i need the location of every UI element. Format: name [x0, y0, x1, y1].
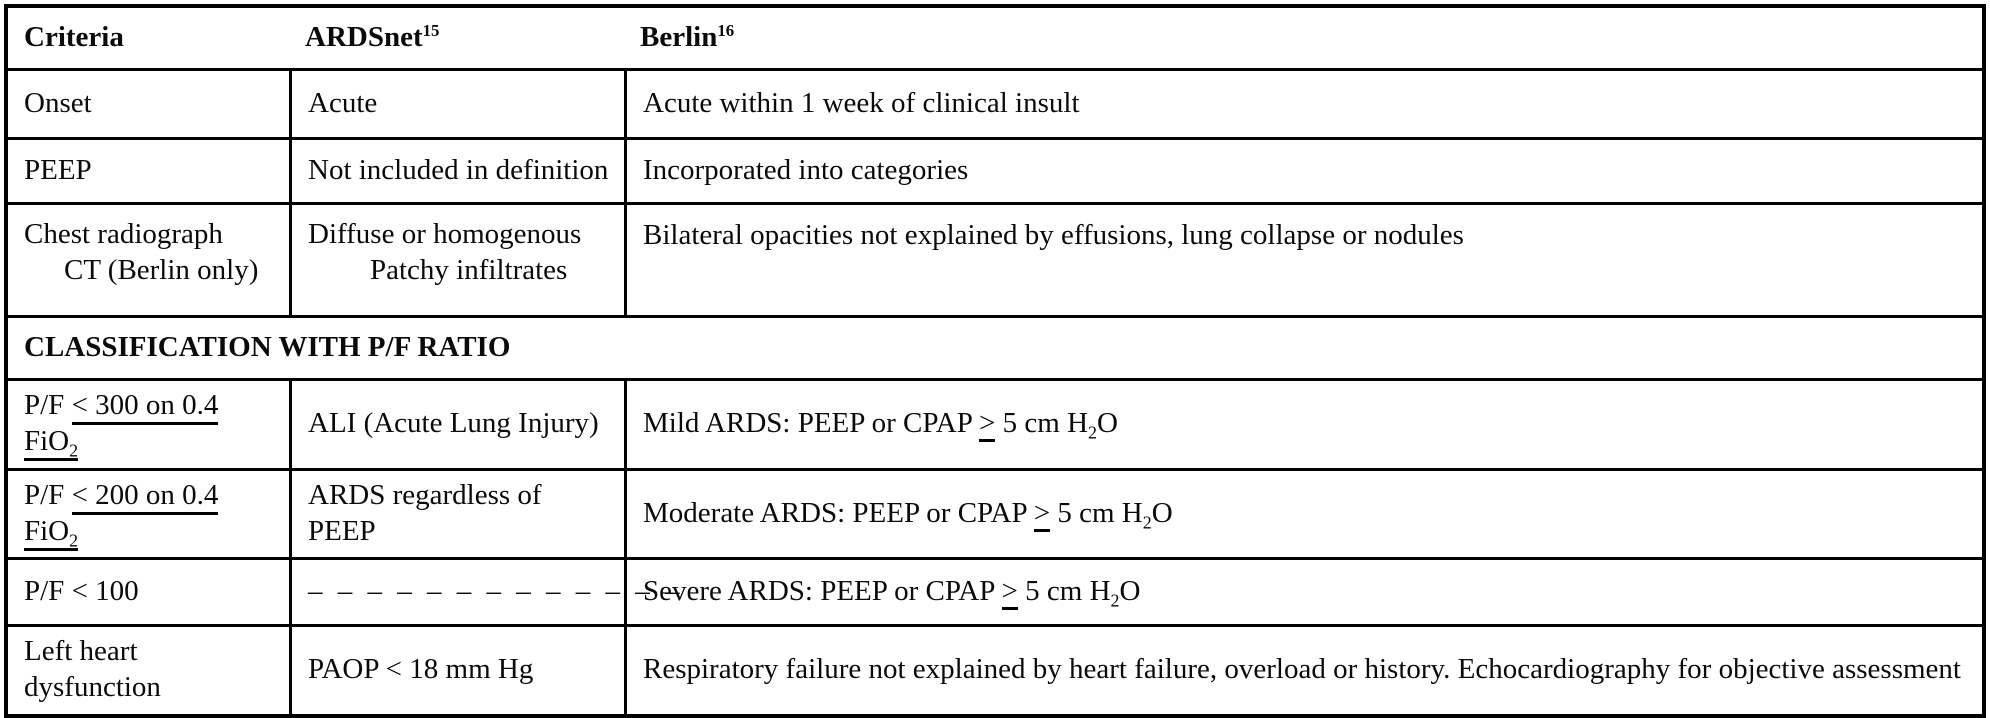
pf200-berlin-prefix: Moderate ARDS: PEEP or CPAP — [643, 496, 1034, 529]
imaging-berlin-text: Bilateral opacities not explained by eff… — [643, 219, 1464, 251]
pf200-berlin-text: Moderate ARDS: PEEP or CPAP > 5 cm H2O — [643, 495, 1173, 532]
pf300-threshold-text: < 300 on 0.4 FiO — [24, 389, 219, 458]
pf100-berlin-text: Severe ARDS: PEEP or CPAP > 5 cm H2O — [643, 573, 1141, 611]
pf100-criteria-text: P/F < 100 — [24, 574, 139, 607]
table-row-left-heart: Left heart dysfunction PAOP < 18 mm Hg R… — [8, 624, 1982, 714]
pf100-berlin-prefix: Severe ARDS: PEEP or CPAP — [643, 574, 1002, 607]
peep-ardsnet-text: Not included in definition — [308, 153, 609, 186]
ards-definition-comparison-table: Criteria ARDSnet15 Berlin16 Onset Acute … — [4, 4, 1986, 718]
pf200-berlin-mid: 5 cm H — [1050, 496, 1143, 529]
onset-berlin-cell: Acute within 1 week of clinical insult — [624, 71, 1982, 137]
table-row-pf300: P/F < 300 on 0.4 FiO2 ALI (Acute Lung In… — [8, 378, 1982, 468]
peep-berlin-text: Incorporated into categories — [643, 153, 969, 186]
pf200-ardsnet-cell: ARDS regardless of PEEP — [289, 470, 624, 557]
pf100-berlin-suffix: O — [1119, 574, 1141, 607]
imaging-ardsnet-cell: Diffuse or homogenous Patchy infiltrates — [289, 205, 624, 315]
pf300-ardsnet-cell: ALI (Acute Lung Injury) — [289, 381, 624, 468]
pf200-berlin-cell: Moderate ARDS: PEEP or CPAP > 5 cm H2O — [624, 470, 1982, 557]
left-heart-criteria-cell: Left heart dysfunction — [8, 627, 289, 714]
onset-criteria-text: Onset — [24, 86, 92, 119]
fio2-subscript: 2 — [69, 440, 79, 461]
column-header-ardsnet: ARDSnet15 — [305, 19, 439, 55]
table-header-row: Criteria ARDSnet15 Berlin16 — [8, 8, 1982, 68]
column-header-criteria: Criteria — [24, 20, 124, 53]
peep-berlin-cell: Incorporated into categories — [624, 140, 1982, 202]
pf300-criteria-text: P/F < 300 on 0.4 FiO2 — [24, 387, 275, 462]
left-heart-berlin-cell: Respiratory failure not explained by hea… — [624, 627, 1982, 714]
header-cell-ardsnet: ARDSnet15 — [289, 8, 624, 68]
table-row-peep: PEEP Not included in definition Incorpor… — [8, 137, 1982, 202]
imaging-ardsnet-line1: Diffuse or homogenous — [308, 218, 582, 250]
peep-ardsnet-cell: Not included in definition — [289, 140, 624, 202]
h2o-subscript: 2 — [1088, 422, 1098, 443]
pf200-berlin-suffix: O — [1151, 496, 1173, 529]
table-row-pf200: P/F < 200 on 0.4 FiO2 ARDS regardless of… — [8, 467, 1982, 558]
pf200-ardsnet-text: ARDS regardless of PEEP — [308, 478, 542, 547]
pf300-berlin-suffix: O — [1097, 407, 1118, 440]
onset-criteria-cell: Onset — [8, 71, 289, 137]
table-row-pf100: P/F < 100 – – – – – – – – – – – – – Seve… — [8, 557, 1982, 624]
pf300-berlin-text: Mild ARDS: PEEP or CPAP > 5 cm H2O — [643, 405, 1118, 443]
pf100-ardsnet-cell: – – – – – – – – – – – – – — [289, 560, 680, 624]
fio2-subscript: 2 — [69, 530, 79, 551]
header-cell-berlin: Berlin16 — [624, 8, 1982, 68]
pf100-berlin-cell: Severe ARDS: PEEP or CPAP > 5 cm H2O — [624, 560, 1982, 624]
peep-criteria-cell: PEEP — [8, 140, 289, 202]
section-header-row: CLASSIFICATION WITH P/F RATIO — [8, 315, 1982, 378]
table-row-onset: Onset Acute Acute within 1 week of clini… — [8, 68, 1982, 137]
pf300-prefix: P/F — [24, 389, 72, 421]
pf200-criteria-cell: P/F < 200 on 0.4 FiO2 — [8, 471, 289, 558]
section-header-cell: CLASSIFICATION WITH P/F RATIO — [8, 318, 1982, 378]
pf300-criteria-cell: P/F < 300 on 0.4 FiO2 — [8, 381, 289, 468]
ardsnet-label: ARDSnet — [305, 20, 423, 53]
left-heart-criteria-text: Left heart dysfunction — [24, 635, 161, 704]
pf300-berlin-mid: 5 cm H — [995, 407, 1089, 440]
left-heart-ardsnet-text: PAOP < 18 mm Hg — [308, 653, 534, 686]
header-cell-criteria: Criteria — [8, 8, 289, 68]
h2o-subscript: 2 — [1142, 511, 1152, 532]
imaging-berlin-cell: Bilateral opacities not explained by eff… — [624, 205, 1982, 315]
pf100-criteria-cell: P/F < 100 — [8, 560, 289, 624]
berlin-reference-superscript: 16 — [717, 20, 735, 40]
pf100-berlin-mid: 5 cm H — [1017, 574, 1111, 607]
pf200-underlined-threshold: < 200 on 0.4 FiO2 — [24, 478, 219, 551]
imaging-criteria-line1: Chest radiograph — [24, 218, 223, 250]
greater-equal-symbol: > — [1033, 496, 1051, 532]
onset-ardsnet-text: Acute — [308, 86, 378, 119]
pf300-berlin-cell: Mild ARDS: PEEP or CPAP > 5 cm H2O — [624, 381, 1982, 468]
pf200-prefix: P/F — [24, 478, 72, 511]
onset-berlin-text: Acute within 1 week of clinical insult — [643, 86, 1080, 119]
imaging-criteria-line2: CT (Berlin only) — [64, 254, 259, 287]
table-row-imaging: Chest radiograph CT (Berlin only) Diffus… — [8, 202, 1982, 315]
peep-criteria-text: PEEP — [24, 153, 92, 186]
onset-ardsnet-cell: Acute — [289, 71, 624, 137]
pf300-ardsnet-text: ALI (Acute Lung Injury) — [308, 407, 599, 440]
left-heart-ardsnet-cell: PAOP < 18 mm Hg — [289, 627, 624, 714]
pf300-berlin-prefix: Mild ARDS: PEEP or CPAP — [643, 407, 980, 440]
greater-equal-symbol: > — [1001, 574, 1018, 610]
h2o-subscript: 2 — [1110, 590, 1120, 611]
ardsnet-reference-superscript: 15 — [422, 20, 440, 40]
pf300-underlined-threshold: < 300 on 0.4 FiO2 — [24, 389, 219, 462]
left-heart-berlin-text: Respiratory failure not explained by hea… — [643, 653, 1961, 686]
imaging-ardsnet-line2: Patchy infiltrates — [370, 254, 568, 287]
greater-equal-symbol: > — [979, 407, 996, 443]
pf200-threshold-text: < 200 on 0.4 FiO — [24, 478, 219, 547]
section-header-text: CLASSIFICATION WITH P/F RATIO — [24, 330, 511, 363]
berlin-label: Berlin — [640, 20, 718, 53]
pf200-criteria-text: P/F < 200 on 0.4 FiO2 — [24, 477, 275, 551]
imaging-criteria-cell: Chest radiograph CT (Berlin only) — [8, 205, 289, 315]
column-header-berlin: Berlin16 — [640, 19, 734, 55]
